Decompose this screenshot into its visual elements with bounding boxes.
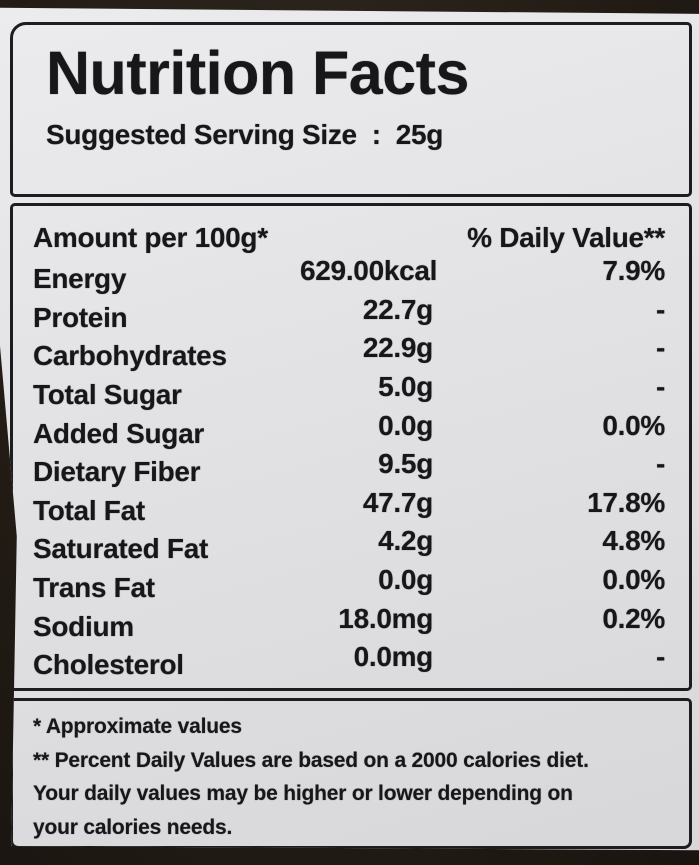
nutrient-amount: 4.2g — [378, 525, 433, 557]
table-header: Amount per 100g* % Daily Value** — [33, 216, 665, 260]
nutrient-name: Trans Fat — [33, 572, 155, 604]
table-row: Total Sugar 5.0g - — [33, 371, 665, 415]
nutrition-facts-panel: Nutrition Facts Suggested Serving Size :… — [10, 22, 692, 197]
table-row: Total Fat 47.7g 17.8% — [33, 487, 665, 531]
nutrient-daily-value: - — [655, 371, 665, 403]
footnote-line: ** Percent Daily Values are based on a 2… — [33, 748, 589, 772]
nutrient-name: Protein — [33, 301, 128, 333]
nutrient-name: Total Fat — [33, 494, 145, 526]
footnotes-panel: * Approximate values ** Percent Daily Val… — [10, 698, 692, 849]
table-row: Carbohydrates 22.9g - — [33, 332, 665, 376]
nutrient-amount: 22.9g — [362, 332, 433, 364]
nutrient-name: Added Sugar — [33, 417, 204, 449]
table-row: Trans Fat 0.0g 0.0% — [33, 564, 665, 608]
nutrient-name: Carbohydrates — [33, 340, 227, 372]
nutrient-name: Energy — [33, 263, 127, 295]
nutrient-amount: 18.0mg — [338, 602, 433, 634]
nutrient-name: Total Sugar — [33, 379, 182, 411]
nutrient-name: Cholesterol — [33, 649, 184, 681]
footnote-line: Your daily values may be higher or lower… — [33, 782, 573, 805]
nutrient-daily-value: - — [655, 332, 665, 364]
nutrient-rows: Energy 629.00kcal 7.9% Protein 22.7g - Carbohy… — [33, 255, 665, 685]
footnote-line: * Approximate values — [33, 715, 242, 738]
table-row: Sodium 18.0mg 0.2% — [33, 603, 665, 646]
table-row: Energy 629.00kcal 7.9% — [33, 255, 665, 299]
table-row: Saturated Fat 4.2g 4.8% — [33, 525, 665, 569]
nutrient-amount: 9.5g — [378, 448, 433, 480]
nutrient-amount: 0.0g — [378, 564, 433, 596]
table-row: Dietary Fiber 9.5g - — [33, 448, 665, 492]
nutrient-amount: 0.0mg — [353, 641, 434, 673]
amount-per-header: Amount per 100g* — [33, 222, 268, 253]
nutrient-daily-value: 0.2% — [602, 602, 665, 634]
nutrient-name: Dietary Fiber — [33, 456, 201, 488]
table-row: Protein 22.7g - — [33, 294, 665, 338]
nutrient-daily-value: - — [655, 641, 665, 673]
nutrient-daily-value: 17.8% — [587, 486, 665, 518]
nutrient-daily-value: 4.8% — [602, 525, 665, 557]
nutrient-daily-value: 0.0% — [602, 564, 665, 596]
nutrient-daily-value: 0.0% — [602, 409, 665, 441]
serving-size-line: Suggested Serving Size : 25g — [46, 119, 444, 151]
panel-title: Nutrition Facts — [46, 39, 469, 107]
daily-value-header: % Daily Value** — [467, 222, 665, 253]
footnote-line: your calories needs. — [33, 815, 233, 839]
nutrient-name: Sodium — [33, 610, 134, 642]
footnote-lines: * Approximate values ** Percent Daily Val… — [33, 710, 671, 844]
nutrient-table: Amount per 100g* % Daily Value** Energy 6… — [10, 203, 692, 691]
nutrient-amount: 0.0g — [378, 409, 433, 441]
table-row: Cholesterol 0.0mg - — [33, 641, 665, 685]
nutrient-amount: 47.7g — [362, 486, 433, 518]
nutrient-amount: 629.00kcal — [300, 255, 438, 287]
nutrient-daily-value: 7.9% — [602, 255, 665, 287]
nutrient-name: Saturated Fat — [33, 533, 209, 565]
nutrient-daily-value: - — [655, 448, 665, 480]
nutrient-daily-value: - — [655, 293, 665, 325]
table-row: Added Sugar 0.0g 0.0% — [33, 410, 665, 453]
nutrient-amount: 22.7g — [362, 293, 433, 325]
nutrient-amount: 5.0g — [378, 371, 433, 403]
